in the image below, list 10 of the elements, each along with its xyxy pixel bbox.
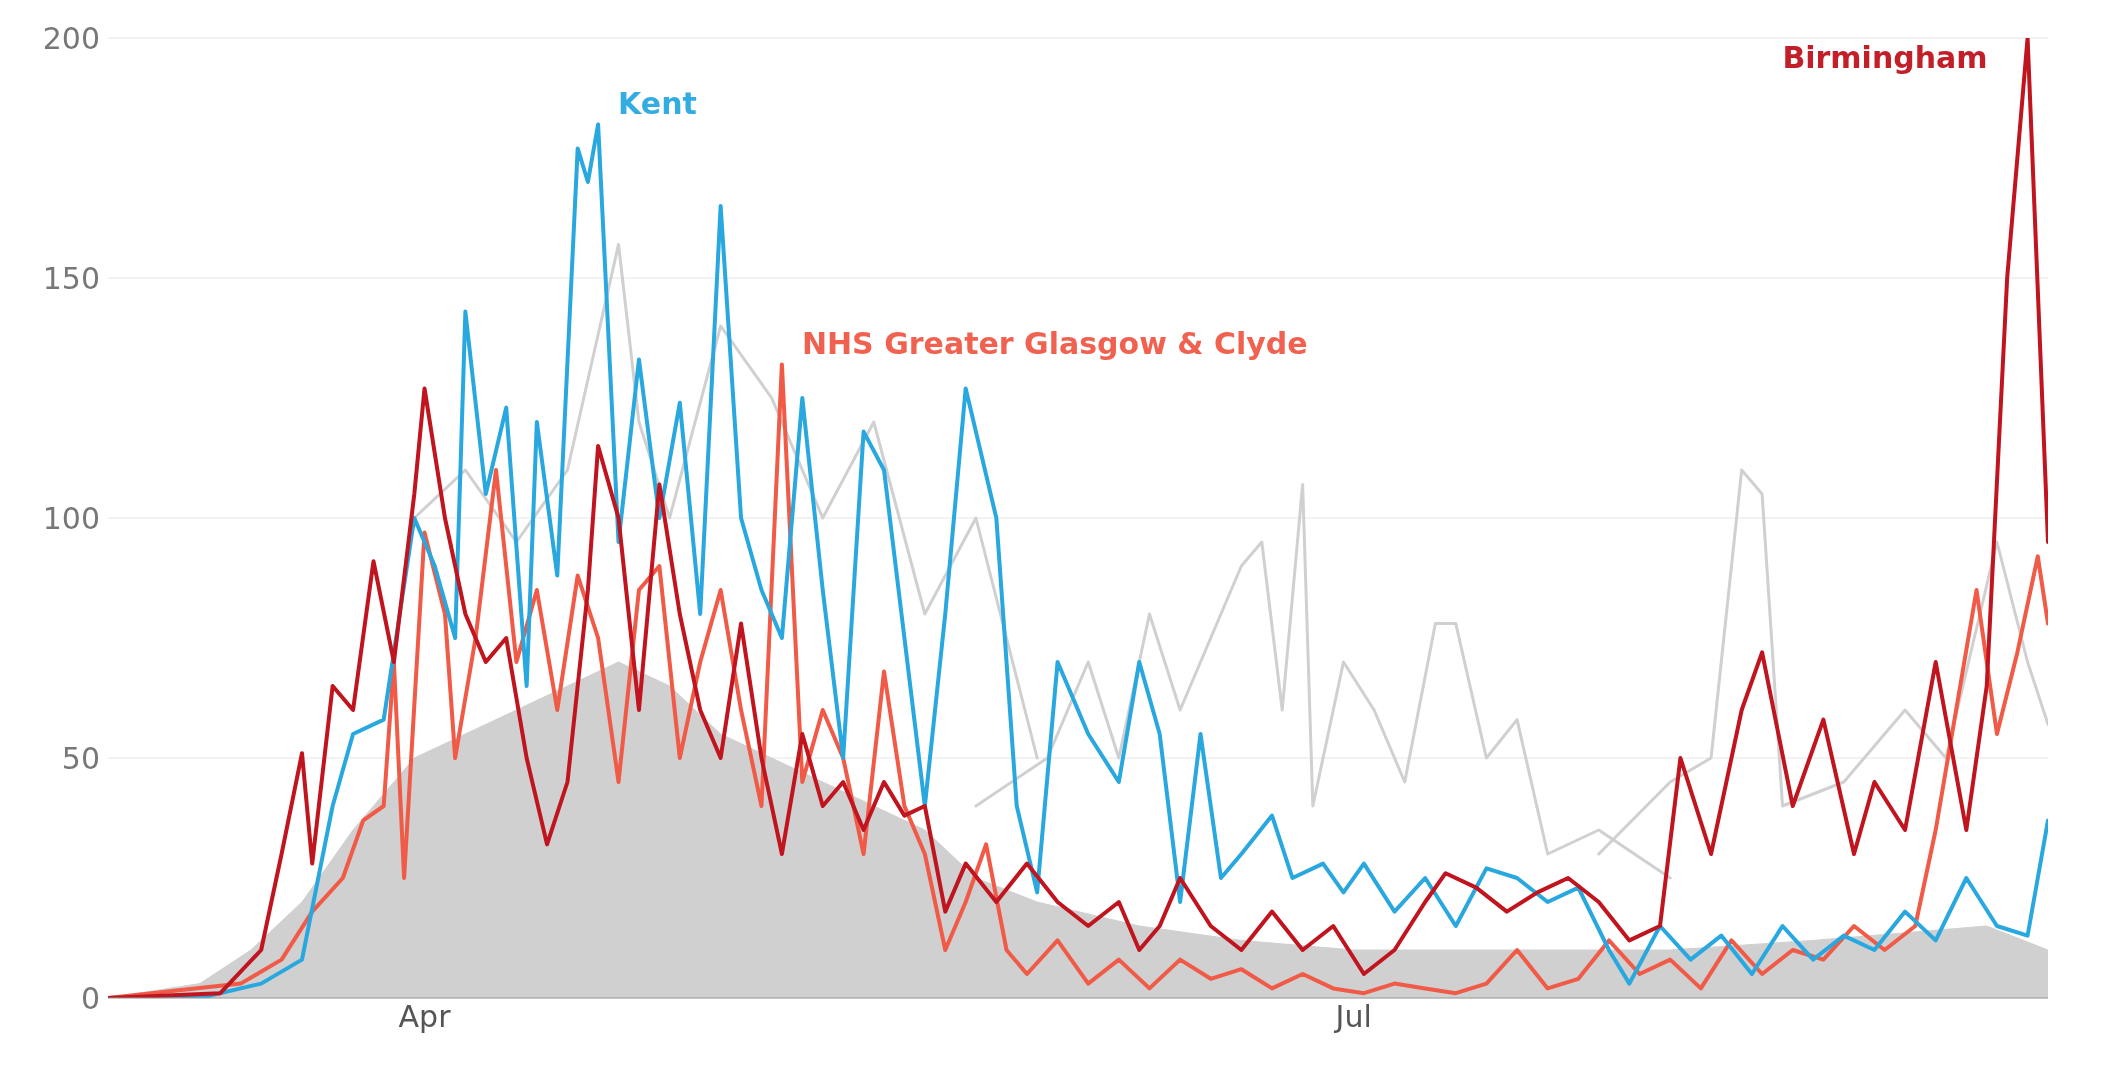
y-tick-label: 150: [42, 260, 100, 296]
x-tick-label: Jul: [1333, 999, 1372, 1035]
y-tick-label: 100: [42, 500, 100, 536]
series-label: Kent: [618, 86, 697, 122]
series-label: NHS Greater Glasgow & Clyde: [801, 326, 1308, 362]
series-label: Birmingham: [1782, 40, 1988, 75]
y-tick-label: 200: [42, 20, 100, 56]
y-tick-label: 50: [61, 740, 100, 776]
y-tick-label: 0: [80, 980, 100, 1016]
x-tick-label: Apr: [398, 999, 452, 1035]
